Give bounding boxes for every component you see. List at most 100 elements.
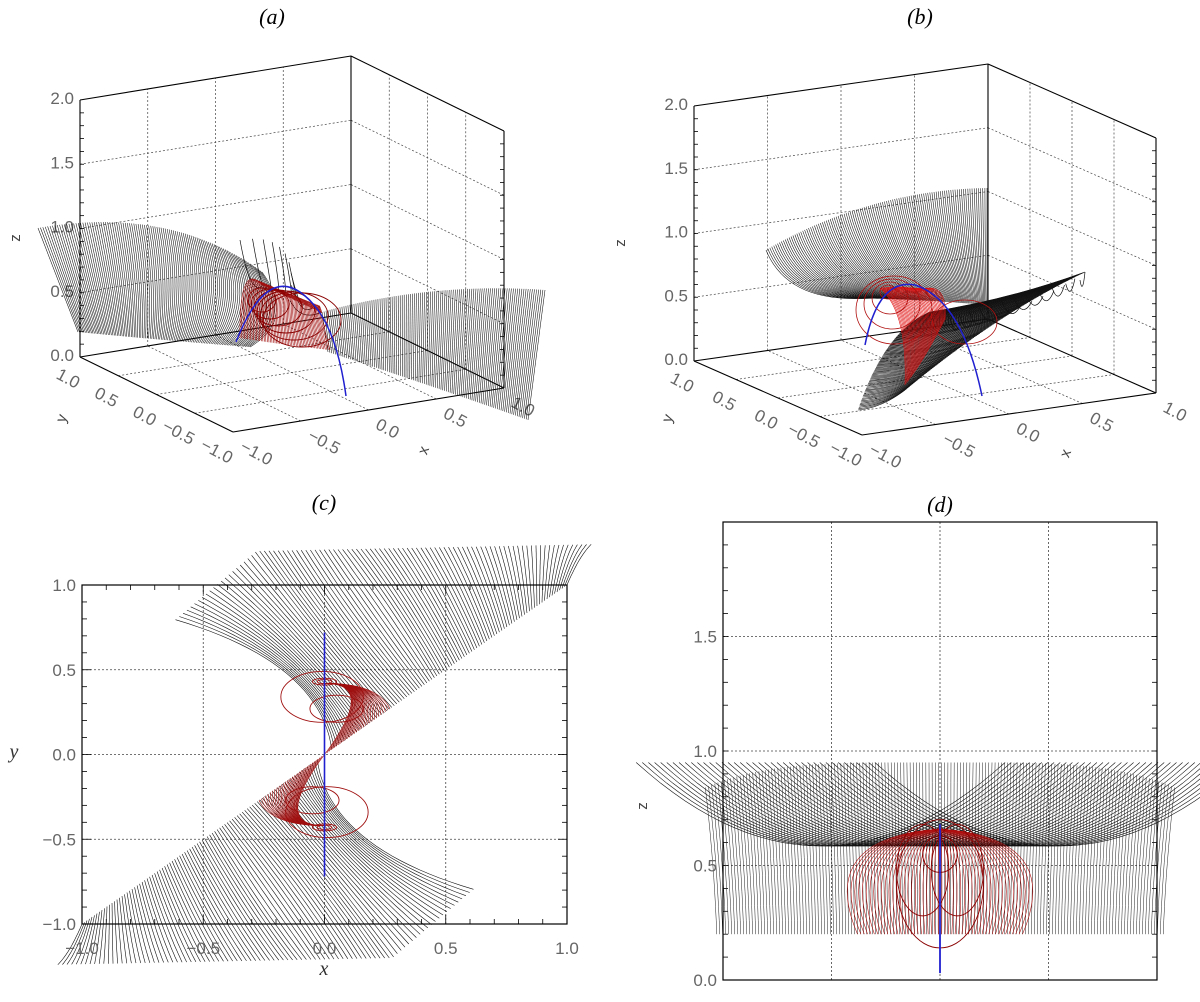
grid-line xyxy=(693,254,989,298)
field-line xyxy=(363,301,368,365)
field-line xyxy=(489,288,502,407)
field-line xyxy=(343,306,349,359)
x-tick-label: −1.0 xyxy=(65,939,99,958)
field-line xyxy=(880,337,975,360)
field-line xyxy=(333,549,428,684)
field-line xyxy=(478,288,489,403)
field-line xyxy=(846,763,852,935)
field-line xyxy=(116,899,123,964)
field-line xyxy=(345,305,351,360)
field-line xyxy=(967,188,978,305)
panel-a: 0.00.51.01.52.0−1.0−0.50.00.51.0−1.0 −0.5… xyxy=(7,55,546,469)
field-line xyxy=(164,228,172,341)
twisted-field-line xyxy=(877,828,941,935)
field-line xyxy=(535,545,538,607)
field-line xyxy=(325,310,332,354)
twisted-field-line xyxy=(879,284,897,300)
field-line xyxy=(895,286,921,364)
field-line xyxy=(309,302,319,349)
field-line xyxy=(236,815,344,960)
field-line xyxy=(207,245,224,344)
z-axis-label: z xyxy=(612,239,629,247)
field-line xyxy=(287,550,403,701)
field-line xyxy=(495,288,508,409)
field-line xyxy=(184,234,196,342)
field-line xyxy=(886,326,990,351)
field-line xyxy=(777,768,786,935)
field-line xyxy=(978,188,984,305)
field-line xyxy=(556,544,574,593)
field-line xyxy=(166,864,215,962)
field-line xyxy=(888,322,996,347)
field-line xyxy=(544,545,551,601)
twisted-field-line xyxy=(939,828,1030,935)
field-line xyxy=(466,288,475,399)
field-line xyxy=(314,549,418,691)
field-line xyxy=(437,290,442,389)
field-line xyxy=(105,222,123,337)
field-line xyxy=(856,762,861,935)
field-line xyxy=(906,287,933,346)
field-line xyxy=(1025,294,1044,306)
field-line xyxy=(720,781,732,935)
field-line xyxy=(139,883,164,963)
field-line xyxy=(730,778,741,935)
field-line xyxy=(980,188,985,305)
y-tick-label: 0.5 xyxy=(91,383,121,411)
field-line xyxy=(179,616,335,748)
twisted-field-line xyxy=(939,828,984,935)
field-line xyxy=(954,189,972,304)
field-line xyxy=(818,764,825,935)
field-line xyxy=(216,829,307,960)
field-line xyxy=(982,188,986,305)
field-line xyxy=(989,304,1010,318)
grid-line xyxy=(118,331,390,377)
field-line xyxy=(471,288,481,401)
field-line xyxy=(286,294,298,346)
field-line xyxy=(749,773,759,935)
field-line xyxy=(546,545,555,600)
field-line xyxy=(323,549,423,687)
field-line xyxy=(49,226,86,333)
field-line xyxy=(186,609,340,745)
field-line xyxy=(1091,767,1100,935)
field-line xyxy=(224,577,365,727)
field-line xyxy=(435,290,440,388)
z-tick-label: 1.5 xyxy=(50,153,74,172)
field-line xyxy=(1037,763,1043,935)
field-line xyxy=(482,288,493,405)
z-tick-label: 0.5 xyxy=(693,857,717,876)
field-line xyxy=(144,224,152,339)
field-line xyxy=(953,762,955,935)
field-line xyxy=(420,292,423,383)
field-line xyxy=(216,250,236,345)
field-line xyxy=(752,772,762,935)
field-line xyxy=(109,222,126,337)
field-line xyxy=(56,225,91,334)
field-line xyxy=(961,189,975,304)
field-line xyxy=(509,288,525,414)
twisted-field-line xyxy=(939,828,1022,935)
field-line xyxy=(84,222,109,335)
twisted-field-line xyxy=(939,828,958,935)
field-line xyxy=(42,227,82,333)
field-line xyxy=(402,547,465,657)
field-line xyxy=(383,548,455,664)
field-line xyxy=(219,827,312,960)
field-line xyxy=(98,908,105,964)
field-line xyxy=(1124,774,1134,935)
field-line xyxy=(875,762,879,935)
field-line xyxy=(831,763,837,935)
field-line xyxy=(879,338,973,361)
twisted-field-line xyxy=(888,828,941,935)
field-line xyxy=(442,290,448,391)
plot-frame xyxy=(722,521,1158,981)
grid-line xyxy=(777,355,1073,399)
twisted-field-line xyxy=(863,278,921,330)
field-line xyxy=(559,544,578,591)
field-line xyxy=(916,762,918,935)
field-line xyxy=(564,544,587,587)
field-line xyxy=(162,228,170,341)
field-line xyxy=(875,346,962,368)
field-line xyxy=(116,222,131,337)
